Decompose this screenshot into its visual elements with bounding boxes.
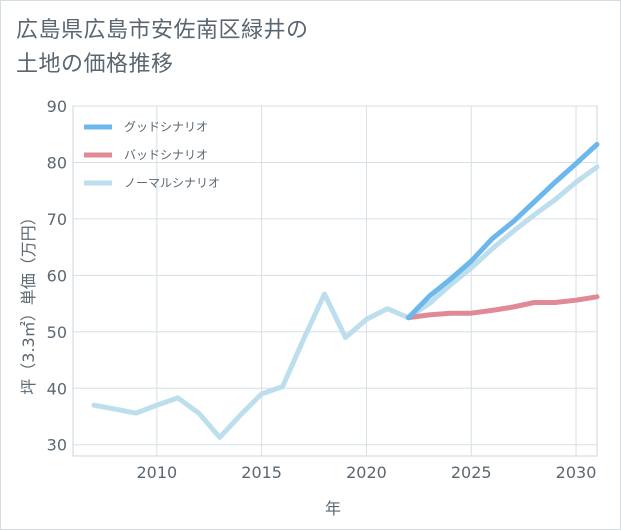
y-tick-label: 90 (47, 97, 67, 116)
chart-title: 広島県広島市安佐南区緑井の 土地の価格推移 (16, 14, 436, 82)
y-tick-label: 30 (47, 436, 67, 455)
chart-title-line-2: 土地の価格推移 (16, 52, 174, 77)
series-line-2 (91, 164, 600, 440)
legend-label: ノーマルシナリオ (124, 176, 220, 190)
y-tick-label: 40 (47, 379, 67, 398)
y-tick-label: 50 (47, 323, 67, 342)
series-line-1 (405, 294, 600, 321)
chart-title-line-1: 広島県広島市安佐南区緑井の (16, 18, 309, 43)
legend-label: バッドシナリオ (124, 148, 208, 162)
x-tick-label: 2030 (556, 463, 597, 482)
plot-area (72, 105, 598, 457)
x-tick-label: 2025 (451, 463, 492, 482)
series-lines (91, 141, 600, 440)
tick-labels: 30 40 50 60 70 80 90 2010 2015 2020 2025 2030 (47, 97, 597, 482)
x-tick-label: 2020 (346, 463, 387, 482)
y-tick-label: 60 (47, 266, 67, 285)
y-tick-label: 70 (47, 210, 67, 229)
x-axis-label: 年 (325, 499, 341, 518)
grid-lines (73, 105, 597, 456)
legend-label: グッドシナリオ (124, 120, 208, 134)
x-tick-label: 2010 (136, 463, 177, 482)
y-axis-label: 坪（3.3㎡）単価（万円） (19, 209, 38, 394)
y-tick-label: 80 (47, 153, 67, 172)
x-tick-label: 2015 (241, 463, 282, 482)
series-line-0 (405, 141, 600, 321)
